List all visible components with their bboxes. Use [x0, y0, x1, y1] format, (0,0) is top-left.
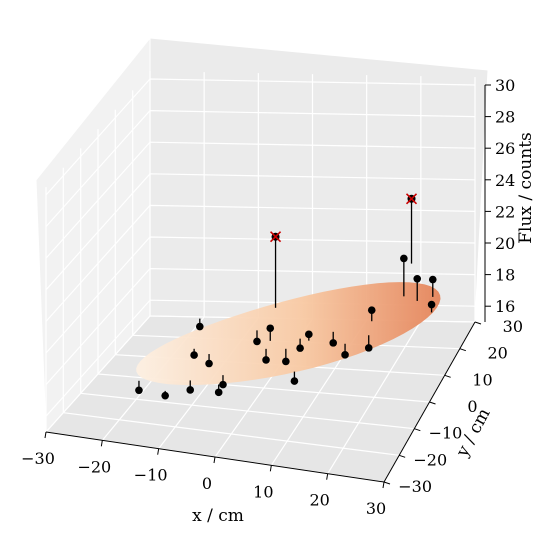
- back-pane-right: [149, 37, 489, 323]
- data-point: [161, 391, 169, 400]
- wall-grid-z: [45, 78, 476, 196]
- x-tick-label: −20: [77, 457, 111, 476]
- data-point: [282, 357, 290, 366]
- y-tick: [444, 374, 451, 378]
- x-tick-label: 10: [253, 482, 273, 501]
- y-tick: [429, 401, 436, 405]
- data-point: [428, 275, 437, 284]
- outlier-marker: [405, 193, 418, 205]
- data-point: [135, 386, 143, 395]
- data-point: [427, 300, 436, 309]
- wall-grid-z: [45, 204, 476, 322]
- axes: −30 −20 −10 0 10 20 30−30−20−10010203016182022…: [21, 76, 523, 518]
- data-point: [400, 254, 408, 263]
- wall-grid-z: [45, 267, 476, 386]
- y-tick: [383, 481, 391, 485]
- x-tick: [157, 448, 160, 455]
- data-point: [196, 322, 204, 331]
- z-tick-label: 20: [495, 234, 515, 253]
- y-tick: [474, 321, 482, 325]
- x-tick-label: −10: [134, 466, 168, 485]
- z-axis-label: Flux / counts: [516, 132, 536, 244]
- data-points: [135, 193, 437, 400]
- data-point: [296, 344, 304, 352]
- y-tick-label: −10: [429, 424, 463, 443]
- y-tick: [414, 428, 421, 432]
- y-tick-label: 20: [487, 344, 507, 363]
- data-point: [219, 380, 227, 389]
- data-point: [290, 377, 299, 385]
- wall-grid-z: [45, 109, 476, 228]
- y-tick: [459, 348, 466, 352]
- wall-grid-z: [45, 173, 476, 291]
- y-tick-label: 10: [472, 370, 492, 389]
- z-tick-label: 28: [495, 108, 515, 127]
- wall-grid-z: [45, 141, 476, 259]
- y-tick: [399, 454, 406, 458]
- z-tick-label: 26: [495, 139, 515, 158]
- data-point: [413, 275, 422, 283]
- data-point: [341, 351, 349, 359]
- x-axis-label: x / cm: [192, 506, 244, 526]
- fit-surface: [136, 282, 441, 386]
- x-tick: [44, 431, 47, 439]
- z-tick-label: 16: [495, 297, 515, 316]
- x-tick: [213, 456, 216, 464]
- x-tick: [100, 440, 103, 447]
- data-point: [262, 356, 270, 364]
- data-point: [253, 337, 261, 346]
- data-point: [190, 351, 198, 359]
- x-tick: [382, 481, 385, 489]
- data-point: [364, 344, 373, 352]
- y-tick-label: 30: [503, 317, 523, 336]
- y-tick-label: −30: [398, 477, 432, 496]
- z-tick-label: 24: [495, 171, 515, 190]
- data-point: [266, 324, 275, 333]
- z-tick-label: 22: [495, 202, 515, 221]
- x-tick: [269, 465, 272, 472]
- outlier-marker: [269, 231, 282, 243]
- y-tick-label: 0: [467, 397, 477, 416]
- z-tick-label: 18: [495, 266, 515, 285]
- y-tick-label: −20: [413, 450, 447, 469]
- x-tick-label: −30: [21, 449, 55, 468]
- data-point: [367, 306, 376, 314]
- x-tick: [326, 473, 329, 480]
- data-point: [305, 330, 313, 339]
- x-tick-label: 20: [309, 491, 329, 510]
- x-tick-label: 30: [366, 499, 386, 518]
- data-point: [214, 388, 223, 397]
- data-point: [329, 339, 338, 347]
- data-point: [205, 359, 213, 368]
- surface-ellipse: [136, 282, 441, 386]
- z-tick-label: 30: [495, 76, 515, 95]
- data-point: [186, 386, 195, 394]
- wall-grid-z: [45, 236, 476, 354]
- x-tick-label: 0: [202, 474, 212, 493]
